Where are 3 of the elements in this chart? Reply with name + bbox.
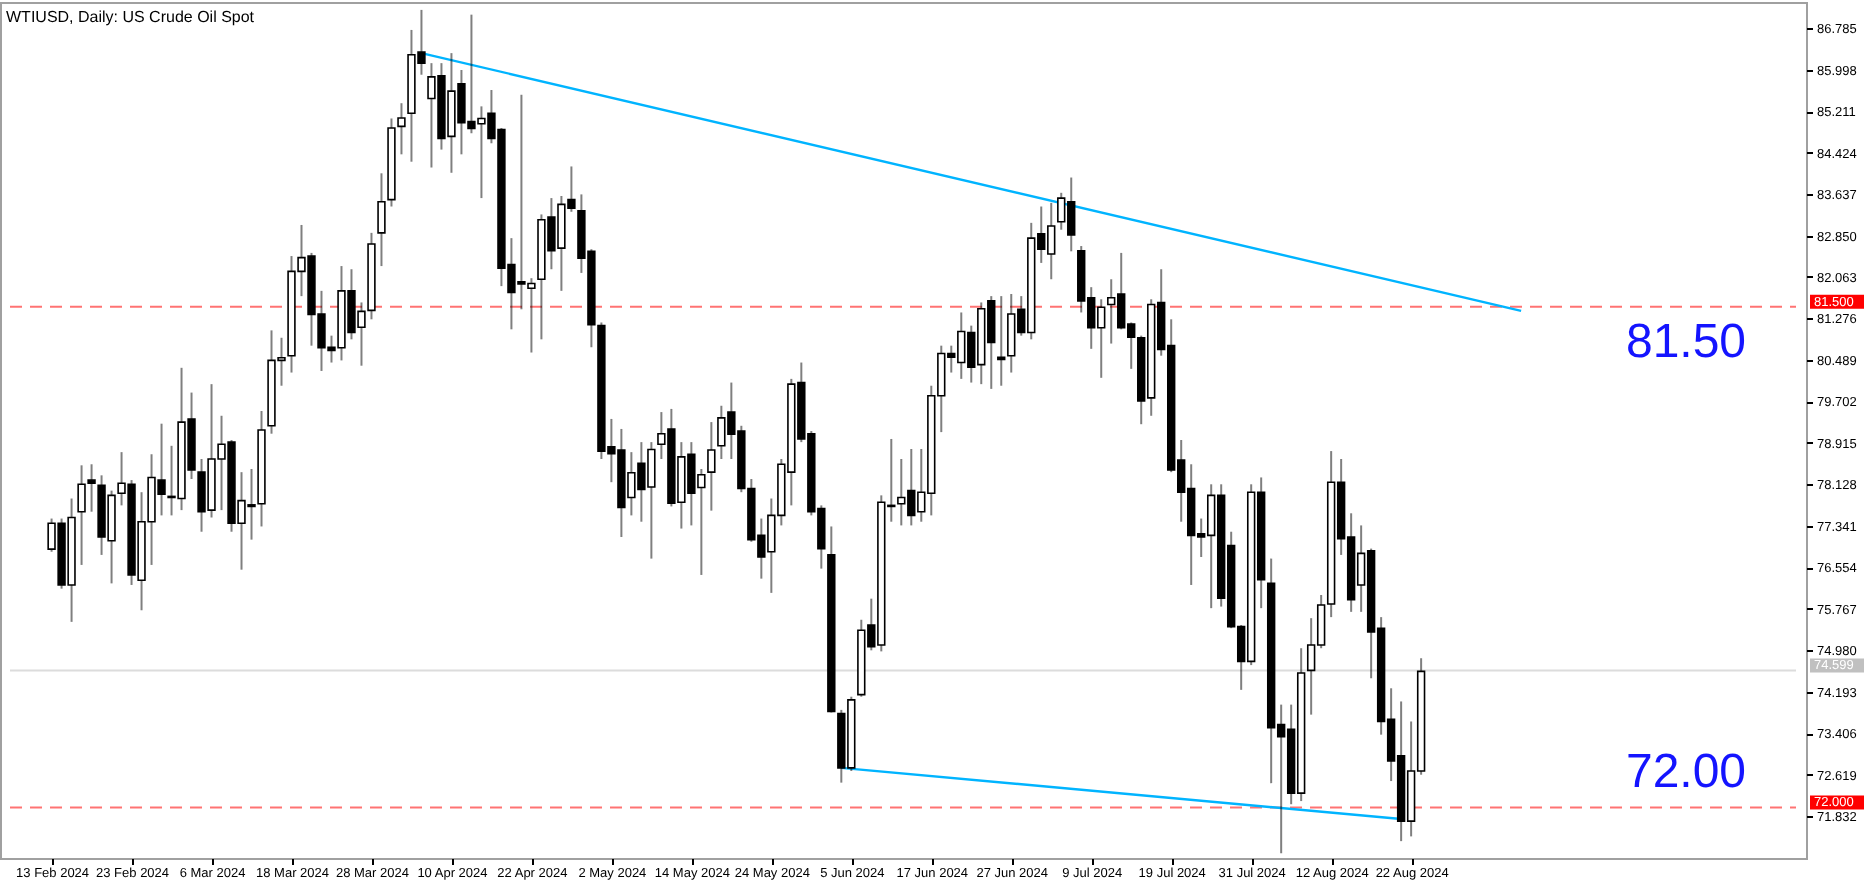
annotation: 72.00 <box>1625 745 1747 800</box>
annotation: 81.50 <box>1625 314 1747 369</box>
chart-title: WTIUSD, Daily: US Crude Oil Spot <box>6 8 256 26</box>
